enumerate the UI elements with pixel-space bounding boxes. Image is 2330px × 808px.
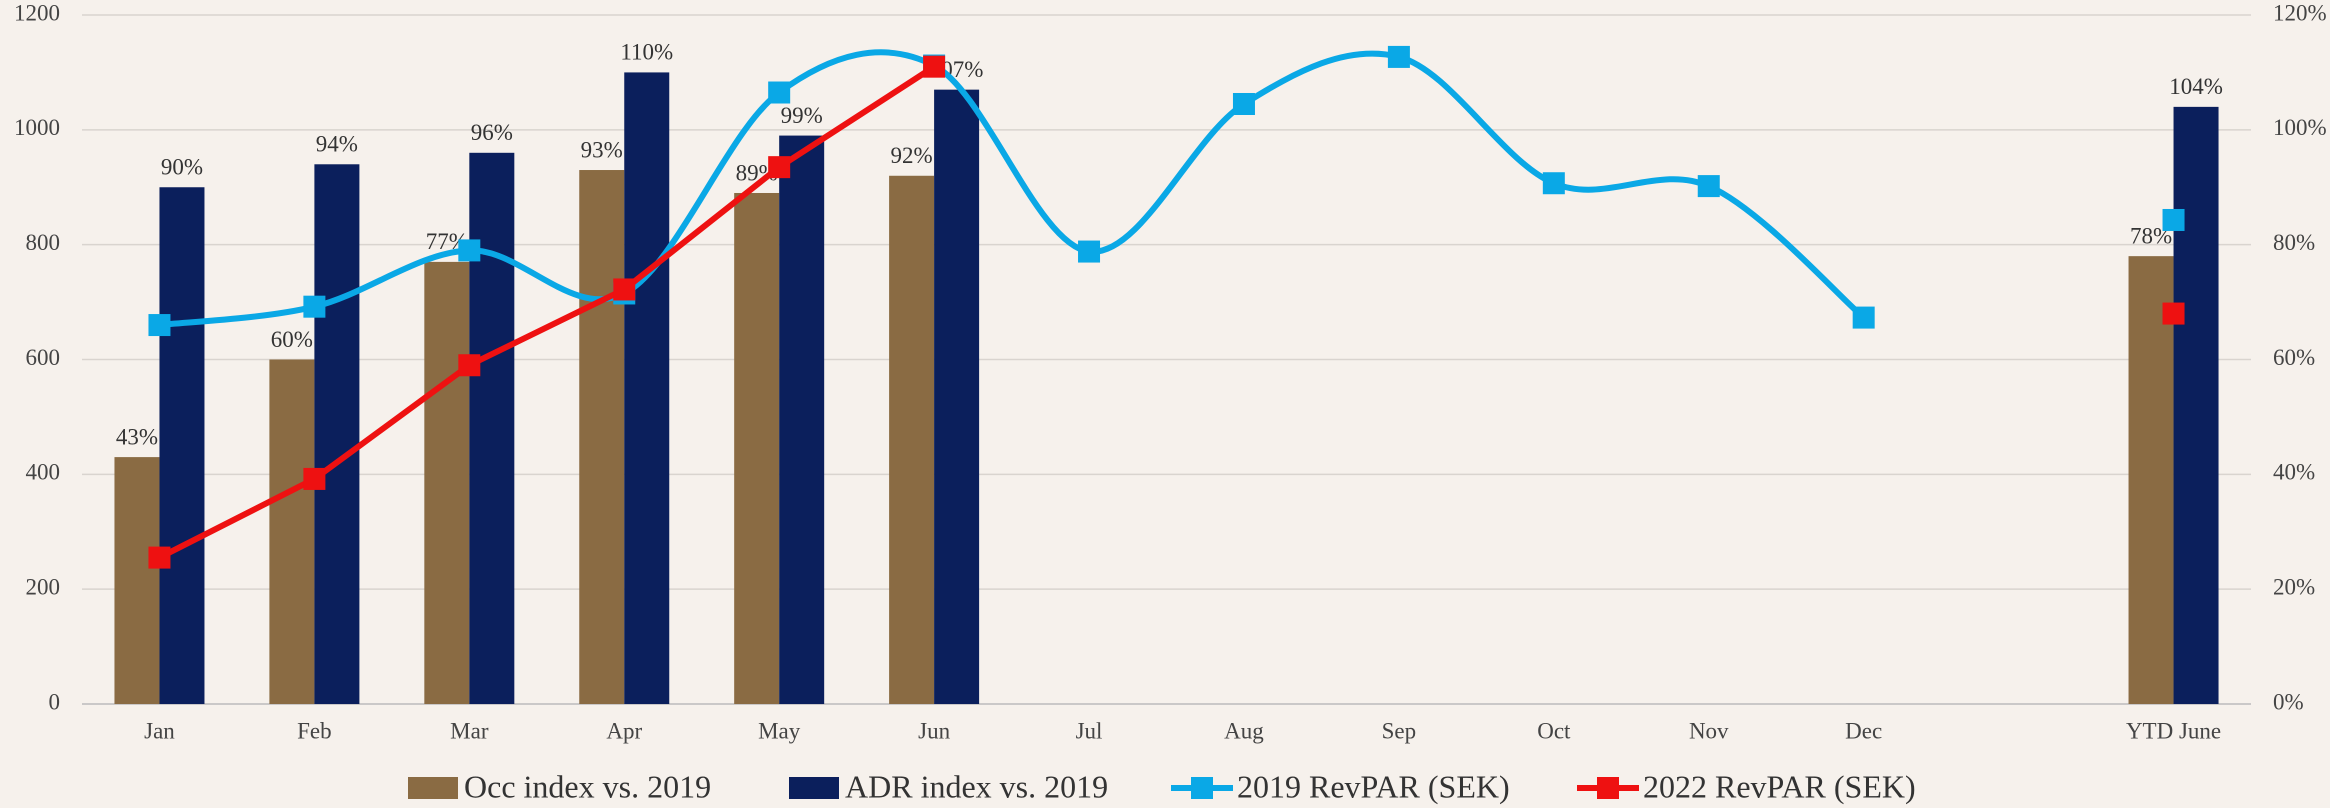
- y2-tick-label: 80%: [2273, 230, 2315, 255]
- x-tick-label: May: [758, 718, 801, 743]
- marker: [1078, 240, 1101, 263]
- marker: [148, 314, 171, 337]
- data-label: 110%: [620, 40, 673, 65]
- data-label: 93%: [581, 137, 623, 162]
- x-tick-label: Jan: [144, 718, 175, 743]
- x-tick-label: Apr: [606, 718, 642, 743]
- data-label: 99%: [781, 103, 823, 128]
- bar: [114, 457, 160, 704]
- y-tick-label: 0: [49, 689, 61, 714]
- marker: [303, 467, 326, 490]
- x-tick-label: Jul: [1076, 718, 1103, 743]
- y-tick-label: 600: [26, 345, 61, 370]
- marker: [768, 156, 791, 179]
- y2-tick-label: 0%: [2273, 689, 2304, 714]
- bar: [779, 135, 825, 704]
- data-label: 60%: [271, 327, 313, 352]
- bar: [579, 170, 625, 704]
- marker: [1852, 306, 1875, 329]
- legend-label: 2022 RevPAR (SEK): [1643, 768, 1916, 804]
- legend-swatch: [1597, 777, 1619, 799]
- y-tick-label: 200: [26, 574, 61, 599]
- y-tick-label: 400: [26, 460, 61, 485]
- marker: [2162, 302, 2185, 325]
- data-label: 94%: [316, 132, 358, 157]
- bar: [2173, 106, 2219, 704]
- legend-swatch: [789, 777, 839, 799]
- y2-tick-label: 60%: [2273, 345, 2315, 370]
- legend-swatch: [408, 777, 458, 799]
- x-tick-label: YTD June: [2126, 718, 2221, 743]
- x-tick-label: Mar: [450, 718, 489, 743]
- marker: [303, 295, 326, 318]
- data-label: 90%: [161, 155, 203, 180]
- y2-tick-label: 120%: [2273, 0, 2327, 25]
- marker: [2162, 208, 2185, 231]
- marker: [1542, 172, 1565, 195]
- y2-tick-label: 100%: [2273, 115, 2327, 140]
- bar: [269, 359, 315, 704]
- marker: [458, 239, 481, 262]
- marker: [1232, 92, 1255, 115]
- marker: [768, 81, 791, 104]
- bar: [624, 72, 670, 704]
- y-tick-label: 1000: [14, 115, 60, 140]
- bar: [2128, 256, 2174, 704]
- marker: [1697, 175, 1720, 198]
- bar: [934, 89, 980, 705]
- x-tick-label: Sep: [1382, 718, 1417, 743]
- marker: [613, 278, 636, 301]
- marker: [1387, 45, 1410, 68]
- bar: [469, 152, 515, 705]
- marker: [148, 546, 171, 569]
- bar: [889, 175, 935, 704]
- marker: [923, 55, 946, 78]
- legend-label: Occ index vs. 2019: [464, 768, 711, 804]
- x-tick-label: Aug: [1224, 718, 1264, 743]
- marker: [458, 354, 481, 377]
- legend-swatch: [1191, 777, 1213, 799]
- x-tick-label: Jun: [918, 718, 950, 743]
- bar: [159, 187, 205, 704]
- x-tick-label: Nov: [1689, 718, 1729, 743]
- bar: [314, 164, 360, 705]
- bar: [424, 261, 470, 704]
- data-label: 104%: [2169, 74, 2223, 99]
- data-label: 43%: [116, 424, 158, 449]
- data-label: 96%: [471, 120, 513, 145]
- x-tick-label: Dec: [1845, 718, 1882, 743]
- y2-tick-label: 20%: [2273, 574, 2315, 599]
- x-tick-label: Oct: [1537, 718, 1571, 743]
- y-tick-label: 800: [26, 230, 61, 255]
- bar: [734, 192, 780, 704]
- legend-label: 2019 RevPAR (SEK): [1237, 768, 1510, 804]
- x-tick-label: Feb: [297, 718, 332, 743]
- data-label: 92%: [891, 143, 933, 168]
- y-tick-label: 1200: [14, 0, 60, 25]
- legend-label: ADR index vs. 2019: [845, 768, 1108, 804]
- y2-tick-label: 40%: [2273, 460, 2315, 485]
